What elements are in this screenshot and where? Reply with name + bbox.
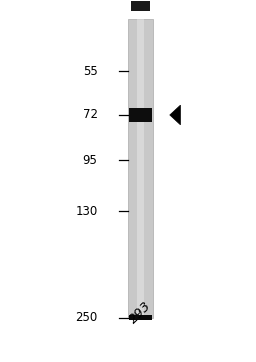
Text: 293: 293	[127, 299, 154, 327]
Text: 95: 95	[83, 153, 98, 167]
Bar	[131, 0, 150, 11]
Text: 55: 55	[83, 65, 98, 78]
Bar	[128, 19, 153, 317]
Text: 250: 250	[75, 311, 98, 324]
Text: 72: 72	[83, 109, 98, 122]
Bar	[137, 19, 144, 317]
Polygon shape	[170, 105, 180, 125]
Bar	[129, 315, 152, 320]
Bar	[129, 108, 152, 122]
Text: 130: 130	[75, 205, 98, 218]
